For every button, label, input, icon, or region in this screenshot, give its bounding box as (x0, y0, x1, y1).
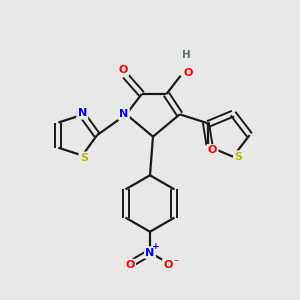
Text: O: O (118, 65, 128, 75)
Text: S: S (80, 153, 88, 163)
Text: O: O (163, 260, 172, 270)
Text: O: O (208, 145, 217, 155)
Text: O: O (183, 68, 193, 78)
Text: S: S (234, 152, 242, 162)
Text: N: N (119, 109, 128, 119)
Text: N: N (78, 108, 87, 118)
Text: O: O (125, 260, 135, 270)
Text: H: H (182, 50, 190, 61)
Text: N: N (146, 248, 154, 257)
Text: ⁻: ⁻ (173, 259, 178, 269)
Text: +: + (152, 242, 159, 251)
